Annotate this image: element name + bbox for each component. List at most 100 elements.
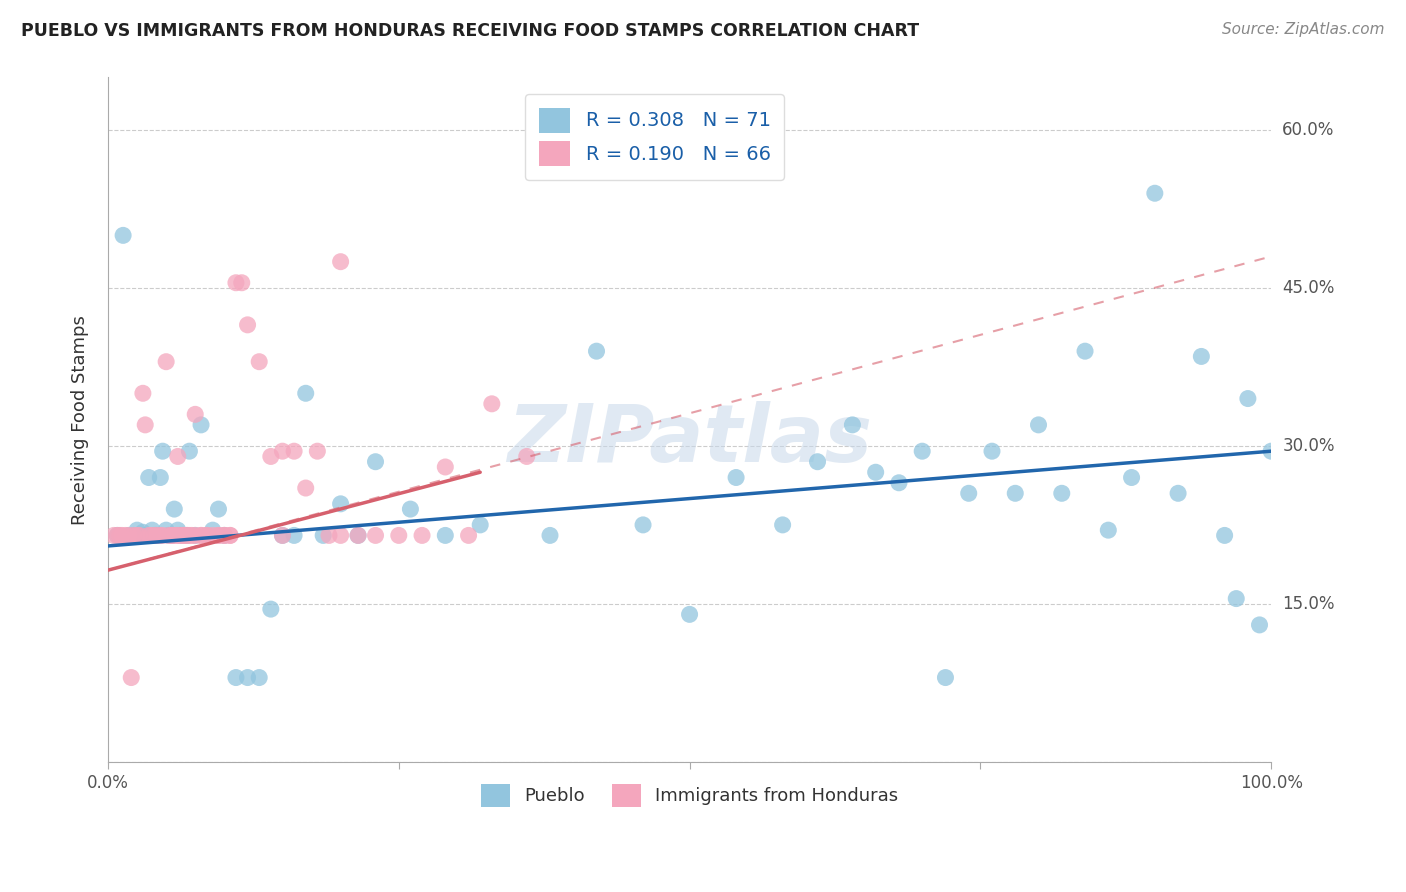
Point	[166, 450, 188, 464]
Point	[318, 528, 340, 542]
Point	[114, 528, 136, 542]
Point	[160, 528, 183, 542]
Point	[329, 254, 352, 268]
Point	[195, 528, 218, 542]
Point	[1225, 591, 1247, 606]
Point	[166, 528, 188, 542]
Point	[772, 517, 794, 532]
Text: 45.0%: 45.0%	[1282, 279, 1334, 297]
Point	[108, 528, 131, 542]
Point	[1189, 350, 1212, 364]
Point	[470, 517, 492, 532]
Point	[207, 528, 229, 542]
Point	[725, 470, 748, 484]
Point	[157, 528, 180, 542]
Point	[364, 528, 387, 542]
Point	[112, 228, 135, 243]
Point	[118, 528, 141, 542]
Point	[152, 444, 174, 458]
Point	[201, 523, 224, 537]
Point	[1213, 528, 1236, 542]
Point	[887, 475, 910, 490]
Point	[160, 528, 183, 542]
Point	[1097, 523, 1119, 537]
Point	[143, 528, 166, 542]
Point	[141, 523, 163, 537]
Point	[1004, 486, 1026, 500]
Point	[411, 528, 433, 542]
Point	[957, 486, 980, 500]
Point	[631, 517, 654, 532]
Point	[122, 528, 145, 542]
Point	[214, 528, 236, 542]
Point	[934, 671, 956, 685]
Point	[1121, 470, 1143, 484]
Point	[135, 528, 157, 542]
Point	[201, 528, 224, 542]
Point	[143, 528, 166, 542]
Point	[225, 276, 247, 290]
Point	[103, 528, 125, 542]
Point	[225, 671, 247, 685]
Point	[1050, 486, 1073, 500]
Point	[283, 528, 305, 542]
Point	[481, 397, 503, 411]
Point	[132, 525, 155, 540]
Point	[184, 408, 207, 422]
Point	[1260, 444, 1282, 458]
Point	[294, 481, 316, 495]
Point	[132, 386, 155, 401]
Point	[260, 602, 283, 616]
Point	[163, 502, 186, 516]
Point	[155, 523, 177, 537]
Point	[179, 444, 201, 458]
Point	[179, 528, 201, 542]
Text: PUEBLO VS IMMIGRANTS FROM HONDURAS RECEIVING FOOD STAMPS CORRELATION CHART: PUEBLO VS IMMIGRANTS FROM HONDURAS RECEI…	[21, 22, 920, 40]
Point	[1074, 344, 1097, 359]
Point	[176, 528, 198, 542]
Point	[139, 528, 162, 542]
Point	[236, 671, 259, 685]
Point	[271, 528, 294, 542]
Point	[125, 523, 148, 537]
Point	[184, 528, 207, 542]
Point	[236, 318, 259, 332]
Text: 15.0%: 15.0%	[1282, 595, 1334, 613]
Text: 60.0%: 60.0%	[1282, 121, 1334, 139]
Point	[307, 444, 329, 458]
Point	[271, 444, 294, 458]
Point	[271, 528, 294, 542]
Point	[207, 528, 229, 542]
Point	[190, 528, 212, 542]
Point	[214, 528, 236, 542]
Point	[260, 450, 283, 464]
Point	[149, 528, 172, 542]
Point	[911, 444, 934, 458]
Point	[111, 528, 134, 542]
Point	[176, 528, 198, 542]
Point	[138, 528, 160, 542]
Point	[678, 607, 700, 622]
Y-axis label: Receiving Food Stamps: Receiving Food Stamps	[72, 315, 89, 524]
Point	[312, 528, 335, 542]
Point	[434, 460, 457, 475]
Point	[294, 386, 316, 401]
Point	[122, 528, 145, 542]
Point	[585, 344, 607, 359]
Point	[247, 354, 270, 368]
Point	[195, 528, 218, 542]
Point	[155, 354, 177, 368]
Point	[157, 528, 180, 542]
Point	[806, 455, 828, 469]
Point	[169, 528, 191, 542]
Point	[283, 444, 305, 458]
Point	[125, 528, 148, 542]
Point	[364, 455, 387, 469]
Point	[399, 502, 422, 516]
Text: 30.0%: 30.0%	[1282, 437, 1334, 455]
Point	[516, 450, 538, 464]
Point	[214, 528, 236, 542]
Point	[129, 528, 152, 542]
Point	[1249, 618, 1271, 632]
Point	[118, 528, 141, 542]
